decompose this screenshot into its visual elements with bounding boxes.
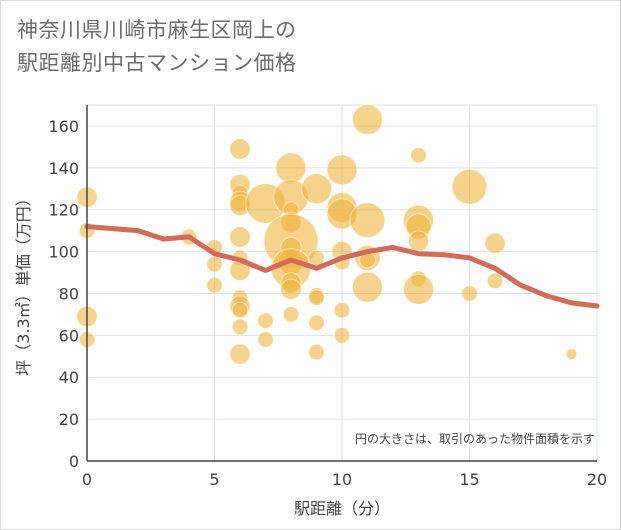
data-point bbox=[308, 289, 325, 306]
data-point bbox=[229, 226, 251, 248]
data-point bbox=[229, 138, 251, 160]
data-point bbox=[301, 173, 332, 205]
data-point bbox=[308, 314, 325, 332]
y-tick-label: 80 bbox=[59, 284, 79, 303]
data-point bbox=[229, 343, 251, 365]
y-axis-label: 坪（3.3㎡）単価（万円） bbox=[14, 190, 33, 375]
x-tick-labels: 0 5 10 15 20 bbox=[82, 470, 607, 489]
data-point bbox=[484, 232, 506, 254]
x-tick-label: 10 bbox=[332, 470, 352, 489]
data-point bbox=[206, 255, 223, 273]
average-trend-line bbox=[84, 224, 600, 309]
data-point bbox=[333, 327, 351, 344]
data-point bbox=[282, 306, 300, 323]
y-tick-labels: 0 20 40 60 80 100 120 140 160 bbox=[48, 117, 79, 471]
y-tick-label: 60 bbox=[59, 326, 79, 345]
x-tick-label: 0 bbox=[82, 470, 92, 489]
y-tick-label: 140 bbox=[48, 159, 79, 178]
x-axis-label: 駅距離（分） bbox=[294, 499, 390, 518]
y-tick-label: 100 bbox=[48, 243, 79, 262]
data-point bbox=[352, 271, 383, 303]
x-tick-label: 15 bbox=[459, 470, 479, 489]
x-tick-label: 5 bbox=[209, 470, 219, 489]
data-point bbox=[565, 348, 578, 361]
y-tick-label: 40 bbox=[59, 368, 79, 387]
data-point bbox=[206, 276, 223, 294]
data-point bbox=[275, 152, 307, 184]
data-point bbox=[308, 343, 325, 361]
data-point bbox=[451, 168, 488, 205]
chart-title: 神奈川県川崎市麻生区岡上の 駅距離別中古マンション価格 bbox=[17, 14, 577, 80]
y-tick-label: 0 bbox=[69, 452, 79, 471]
data-point bbox=[461, 285, 478, 302]
data-point bbox=[333, 301, 351, 319]
y-tick-label: 20 bbox=[59, 410, 79, 429]
grid-lines bbox=[87, 104, 598, 461]
y-tick-label: 160 bbox=[48, 117, 79, 136]
data-point bbox=[231, 318, 249, 336]
axes bbox=[86, 105, 597, 462]
y-tick-label: 120 bbox=[48, 201, 79, 220]
data-point bbox=[326, 154, 358, 186]
data-point bbox=[349, 202, 386, 239]
chart-title-line-2: 駅距離別中古マンション価格 bbox=[17, 51, 297, 75]
data-point bbox=[257, 331, 274, 348]
x-tick-label: 20 bbox=[587, 470, 607, 489]
data-point bbox=[403, 273, 434, 305]
size-legend-note: 円の大きさは、取引のあった物件面積を示す bbox=[355, 431, 595, 446]
data-point bbox=[407, 230, 430, 252]
data-point bbox=[280, 278, 302, 300]
chart-title-line-1: 神奈川県川崎市麻生区岡上の bbox=[17, 18, 297, 42]
data-point bbox=[486, 272, 504, 290]
data-point bbox=[308, 249, 325, 267]
data-point bbox=[231, 301, 249, 319]
data-point bbox=[410, 146, 427, 164]
data-point bbox=[257, 312, 274, 329]
data-point bbox=[352, 104, 383, 136]
